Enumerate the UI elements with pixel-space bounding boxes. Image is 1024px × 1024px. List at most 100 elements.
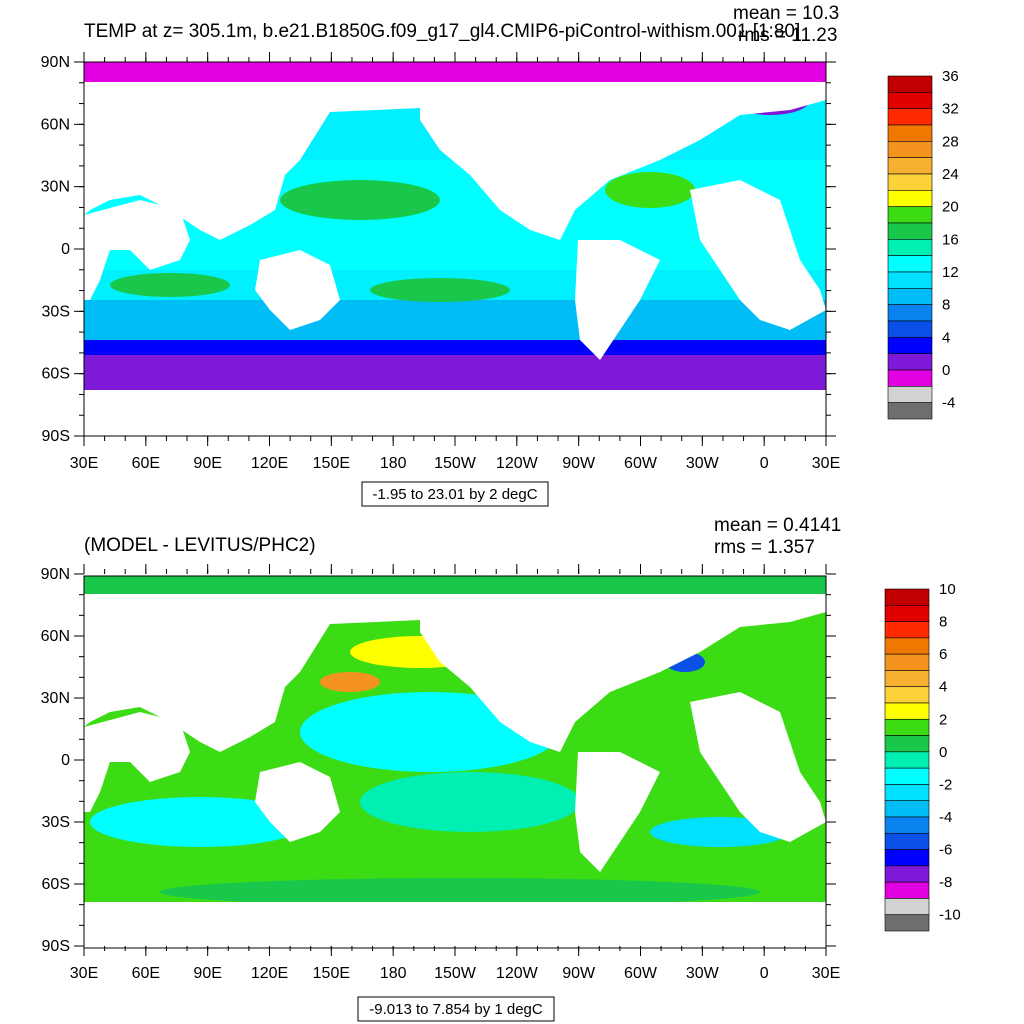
colorbar-label: 0 [939, 744, 947, 761]
arctic-band [84, 62, 826, 82]
colorbar-label: 20 [942, 199, 959, 216]
mean-value: mean = 0.4141 [714, 515, 842, 536]
colorbar-swatch [884, 784, 930, 802]
lat-tick-label: 30N [41, 179, 70, 196]
colorbar-swatch [887, 124, 933, 142]
lon-tick-label: 90E [193, 455, 221, 472]
colorbar-swatch [887, 222, 933, 240]
s-pacific-warm-pool [370, 278, 510, 302]
lat-tick-label: 90N [41, 566, 70, 583]
colorbar-swatch [884, 832, 930, 850]
kuroshio-anomaly [320, 672, 380, 692]
lat-tick-label: 60S [42, 876, 70, 893]
lon-tick-label: 150W [434, 455, 477, 472]
lon-tick-label: 120E [251, 455, 288, 472]
lon-tick-label: 30W [686, 965, 720, 982]
colorbar-label: -4 [939, 809, 952, 826]
continents [84, 594, 826, 872]
lat-axis: 90N 60N 30N 0 30S 60S 90S [41, 566, 836, 955]
lon-tick-label: 150E [313, 455, 350, 472]
contour-info-box [361, 481, 549, 507]
lon-tick-label: 120W [496, 455, 539, 472]
lon-tick-label: 0 [760, 455, 769, 472]
colorbar-swatch [887, 271, 933, 289]
colorbar-swatch [887, 337, 933, 354]
colorbar-swatch [884, 816, 930, 834]
arctic-band [84, 576, 826, 594]
colorbar-swatch [887, 141, 933, 158]
south-america-land [575, 240, 660, 360]
colorbar-swatch [884, 800, 930, 818]
lat-tick-label: 60N [41, 116, 70, 133]
australia-land [255, 250, 340, 330]
colorbar-swatch [884, 670, 930, 688]
colorbar-swatch [887, 320, 933, 338]
colorbar-label: 28 [942, 133, 959, 150]
colorbar-swatch [884, 881, 930, 899]
southern-ocean-anomaly [160, 878, 760, 906]
colorbar-label: 8 [939, 614, 947, 631]
lat-tick-label: 30N [41, 690, 70, 707]
lon-tick-label: 90E [193, 965, 221, 982]
indian-warm-pool [110, 273, 230, 297]
map-svg: 90N 60N 30N 0 30S 60S 90S 30E 60E 90E 120E 150E 180… [41, 52, 959, 507]
contour-info-text: -9.013 to 7.854 by 1 degC [369, 1001, 543, 1018]
map-title: (MODEL - LEVITUS/PHC2) [84, 535, 316, 556]
africa-land [84, 712, 190, 812]
colorbar-label: -8 [939, 874, 952, 891]
lon-tick-label: 60E [132, 965, 160, 982]
colorbar-swatch [884, 604, 930, 622]
lon-tick-label: 0 [760, 965, 769, 982]
lat-tick-label: 90S [42, 938, 70, 955]
colorbar-swatch [887, 288, 933, 305]
contour-info-box [357, 996, 555, 1022]
lon-tick-label: 30E [70, 455, 98, 472]
difference-map-panel: (MODEL - LEVITUS/PHC2) mean = 0.4141 rms… [0, 512, 1024, 1024]
colorbar-label: 2 [939, 711, 947, 728]
colorbar-swatch [887, 239, 933, 256]
lat-tick-label: 90S [42, 428, 70, 445]
colorbar: 10 8 6 4 2 0 -2 -4 -6 -8 -10 [884, 581, 961, 932]
lon-tick-label: 120W [496, 965, 539, 982]
s-pacific-anomaly [360, 772, 580, 832]
lat-tick-label: 90N [41, 54, 70, 71]
lon-tick-label: 60W [624, 455, 658, 472]
colorbar-label: 32 [942, 101, 959, 118]
colorbar-swatch [884, 653, 930, 671]
africa-land [84, 200, 190, 300]
lon-tick-label: 30W [686, 455, 720, 472]
colorbar-swatch [887, 190, 933, 207]
antarctica [84, 390, 826, 436]
colorbar-swatch [887, 92, 933, 109]
lon-tick-label: 60W [624, 965, 658, 982]
colorbar-swatch [884, 767, 930, 785]
north-america-land [84, 82, 826, 240]
subantarctic-band [84, 300, 826, 340]
africa-atlantic-land [690, 180, 826, 330]
lon-tick-label: 120E [251, 965, 288, 982]
rms-value: rms = 11.23 [738, 25, 838, 46]
continents [84, 82, 826, 360]
colorbar: 36 32 28 24 20 16 12 8 4 0 -4 [887, 68, 959, 420]
colorbar-swatch [887, 173, 933, 191]
colorbar-label: 4 [939, 679, 947, 696]
colorbar-swatch [887, 304, 933, 322]
colorbar-swatch [887, 75, 933, 93]
lat-tick-label: 60S [42, 366, 70, 383]
lat-tick-label: 60N [41, 628, 70, 645]
colorbar-swatch [887, 157, 933, 175]
colorbar-swatch [887, 255, 933, 273]
colorbar-swatch [884, 718, 930, 736]
north-america-land [84, 594, 826, 752]
colorbar-label: 6 [939, 646, 947, 663]
eurasia-land [84, 82, 826, 240]
colorbar-label: -2 [939, 776, 952, 793]
lon-axis: 30E 60E 90E 120E 150E 180 150W 120W 90W 60W 30W 0 30… [70, 52, 840, 472]
colorbar-label: 36 [942, 68, 959, 85]
colorbar-label: 0 [942, 362, 950, 379]
lat-tick-label: 30S [42, 303, 70, 320]
acc-band [84, 340, 826, 355]
colorbar-swatch [884, 637, 930, 655]
colorbar-label: 10 [939, 581, 956, 598]
n-pacific-warm-pool [280, 180, 440, 220]
